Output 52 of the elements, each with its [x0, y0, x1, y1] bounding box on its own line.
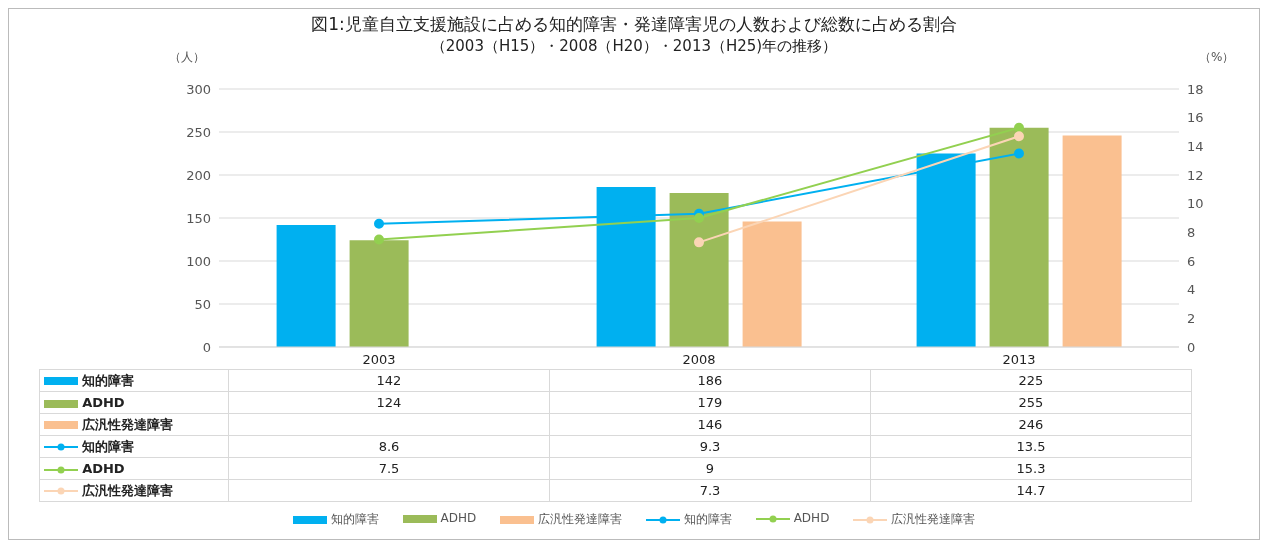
- y2-axis-title: （%）: [1199, 49, 1235, 66]
- text: ADHD: [82, 461, 125, 476]
- data-label: 142: [228, 369, 550, 392]
- legend-label: ADHD: [792, 511, 830, 527]
- data-label: 124: [228, 391, 550, 414]
- text: 広汎性発達障害: [82, 416, 174, 432]
- x-tick-label: 2013: [1002, 352, 1036, 368]
- data-label: 146: [549, 413, 871, 436]
- y-axis-title: （人）: [169, 49, 205, 66]
- y-tick-label: 100: [186, 253, 211, 269]
- data-label: 225: [870, 369, 1192, 392]
- y2-tick-label: 18: [1187, 81, 1204, 97]
- text: 知的障害: [82, 438, 135, 454]
- text: 広汎性発達障害: [82, 482, 174, 498]
- data-label: 179: [549, 391, 871, 414]
- data-label: 14.7: [870, 479, 1192, 502]
- y2-tick-label: 12: [1187, 167, 1204, 183]
- y2-tick-label: 4: [1187, 282, 1196, 298]
- data-label: 246: [870, 413, 1192, 436]
- y2-tick-label: 8: [1187, 224, 1196, 240]
- text: ADHD: [82, 395, 125, 410]
- x-tick-label: 2003: [362, 352, 396, 368]
- y-tick-label: 300: [186, 81, 211, 97]
- chart-title: 図1:児童自立支援施設に占める知的障害・発達障害児の人数および総数に占める割合: [310, 13, 958, 36]
- y2-tick-label: 2: [1187, 310, 1196, 326]
- y-tick-label: 200: [186, 167, 211, 183]
- y-tick-label: 50: [194, 296, 211, 312]
- data-label: 7.5: [228, 457, 550, 480]
- legend-label: ADHD: [439, 511, 477, 527]
- legend-label: 広汎性発達障害: [890, 511, 976, 528]
- x-tick-label: 2008: [682, 352, 716, 368]
- y2-tick-label: 6: [1187, 253, 1196, 269]
- data-label: 13.5: [870, 435, 1192, 458]
- y2-tick-label: 10: [1187, 196, 1204, 212]
- y2-tick-label: 0: [1187, 339, 1196, 355]
- y-tick-label: 250: [186, 124, 211, 140]
- y2-tick-label: 14: [1187, 138, 1204, 154]
- legend-label: 知的障害: [82, 372, 135, 388]
- data-label: 8.6: [228, 435, 550, 458]
- y-tick-label: 0: [202, 339, 211, 355]
- data-label: 9.3: [549, 435, 871, 458]
- y2-tick-label: 16: [1187, 110, 1204, 126]
- chart-subtitle: （2003（H15）・2008（H20）・2013（H25)年の推移）: [430, 37, 838, 55]
- data-label: 9: [549, 457, 871, 480]
- legend-label: 知的障害: [682, 511, 732, 528]
- data-label: 15.3: [870, 457, 1192, 480]
- data-label: 255: [870, 391, 1192, 414]
- data-label: 186: [549, 369, 871, 392]
- text: 知的障害: [330, 512, 379, 526]
- data-label: 7.3: [549, 479, 871, 502]
- y-tick-label: 150: [186, 210, 211, 226]
- legend-label: 広汎性発達障害: [537, 511, 622, 528]
